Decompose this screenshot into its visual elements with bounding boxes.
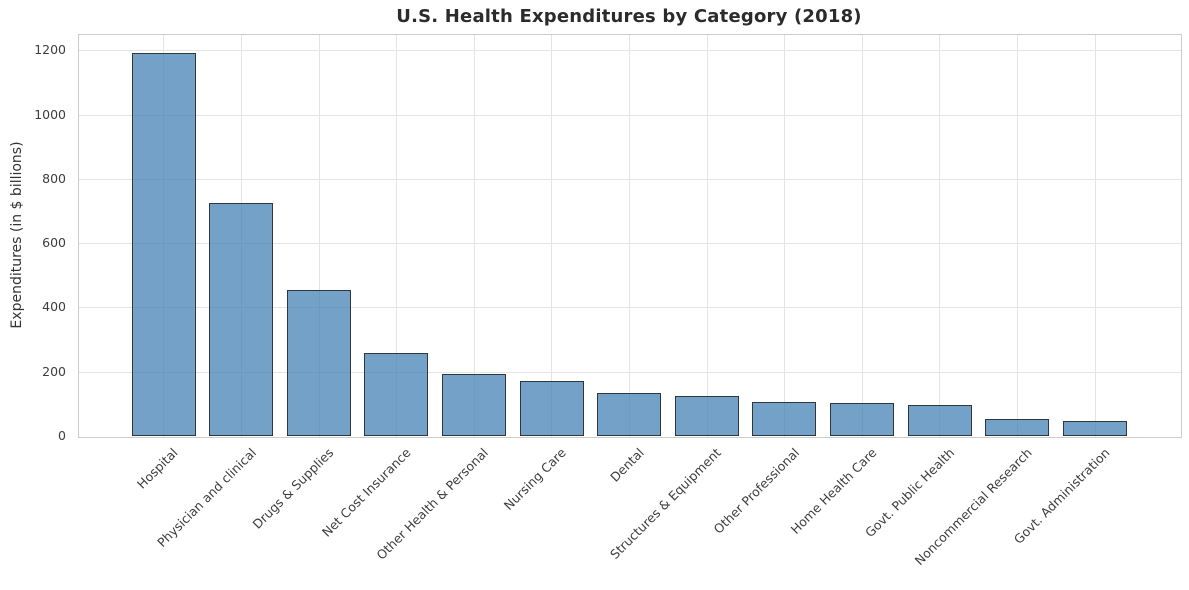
gridline-horizontal (79, 179, 1181, 180)
x-tick-label: Hospital (134, 445, 181, 492)
y-axis-label: Expenditures (in $ billions) (9, 141, 25, 329)
bar-physician-and-clinical (209, 203, 273, 436)
bar-drugs-supplies (287, 290, 351, 436)
gridline-horizontal (79, 372, 1181, 373)
gridline-vertical (629, 35, 630, 437)
y-tick-label: 400 (42, 299, 66, 314)
x-tick-label: Nursing Care (501, 445, 570, 514)
bar-other-professional (752, 402, 816, 436)
gridline-horizontal (79, 50, 1181, 51)
y-tick-label: 1000 (34, 107, 66, 122)
bar-nursing-care (520, 381, 584, 436)
bar-structures-equipment (675, 396, 739, 436)
y-tick-label: 800 (42, 171, 66, 186)
y-tick-label: 200 (42, 364, 66, 379)
bar-net-cost-insurance (364, 353, 428, 436)
gridline-vertical (707, 35, 708, 437)
x-tick-label: Dental (606, 445, 647, 485)
x-tick-label: Drugs & Supplies (249, 445, 337, 532)
x-tick-label: Other Professional (710, 445, 802, 537)
bar-other-health-personal (442, 374, 506, 436)
bar-govt-administration (1063, 421, 1127, 436)
gridline-vertical (474, 35, 475, 437)
gridline-horizontal (79, 243, 1181, 244)
y-tick-label: 0 (58, 428, 66, 443)
y-tick-label: 600 (42, 235, 66, 250)
x-tick-label: Home Health Care (787, 445, 880, 537)
gridline-vertical (862, 35, 863, 437)
chart-title: U.S. Health Expenditures by Category (20… (396, 6, 862, 27)
gridline-vertical (551, 35, 552, 437)
gridline-vertical (939, 35, 940, 437)
gridline-vertical (319, 35, 320, 437)
bar-dental (597, 393, 661, 436)
bar-home-health-care (830, 403, 894, 436)
bar-govt-public-health (908, 405, 972, 436)
gridline-vertical (1095, 35, 1096, 437)
gridline-vertical (1017, 35, 1018, 437)
gridline-vertical (396, 35, 397, 437)
gridline-horizontal (79, 115, 1181, 116)
bar-hospital (132, 53, 196, 436)
gridline-vertical (784, 35, 785, 437)
bar-noncommercial-research (985, 419, 1049, 436)
gridline-horizontal (79, 307, 1181, 308)
y-tick-label: 1200 (34, 42, 66, 57)
